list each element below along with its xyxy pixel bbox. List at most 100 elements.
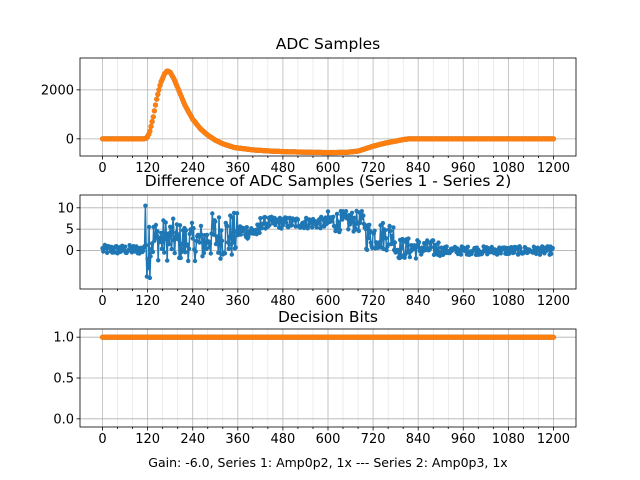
x-tick-label: 240 — [180, 294, 205, 309]
data-point — [348, 215, 353, 221]
y-tick-label: 0 — [66, 132, 74, 147]
panel-title-difference: Difference of ADC Samples (Series 1 - Se… — [145, 172, 512, 190]
x-tick-label: 120 — [135, 432, 160, 447]
data-point — [170, 225, 175, 230]
data-point — [192, 258, 198, 264]
data-point — [401, 239, 406, 245]
data-point — [550, 334, 557, 340]
data-point — [187, 231, 192, 237]
data-point — [150, 114, 156, 120]
data-point — [388, 228, 393, 234]
data-point — [234, 211, 240, 216]
x-tick-label: 1080 — [492, 294, 525, 309]
data-point — [337, 227, 343, 233]
data-point — [317, 221, 322, 226]
data-point — [178, 255, 183, 261]
data-point — [155, 91, 161, 97]
data-point — [226, 246, 231, 251]
data-point — [167, 242, 172, 247]
data-point — [364, 247, 370, 252]
data-point — [384, 248, 389, 253]
data-point — [213, 241, 219, 247]
x-tick-label: 360 — [225, 161, 250, 176]
data-point — [163, 220, 168, 225]
data-point — [122, 244, 128, 249]
data-point — [346, 227, 351, 232]
data-point — [336, 223, 341, 228]
data-point — [379, 233, 385, 239]
data-point — [512, 250, 517, 255]
data-point — [380, 220, 386, 226]
data-point — [197, 240, 202, 245]
x-tick-label: 120 — [135, 294, 160, 309]
y-tick-label: 0.5 — [53, 372, 74, 387]
panel-title-decision-bits: Decision Bits — [278, 308, 378, 326]
data-point — [366, 236, 371, 241]
data-point — [544, 248, 549, 253]
data-point — [175, 237, 180, 242]
x-tick-label: 480 — [270, 432, 295, 447]
data-point — [165, 258, 170, 263]
data-point — [413, 256, 419, 261]
data-point — [169, 246, 174, 252]
y-axis-ticks: 0 2000 — [41, 83, 80, 147]
data-point — [361, 213, 366, 218]
data-point — [176, 232, 181, 237]
data-point — [148, 123, 154, 129]
figure-caption: Gain: -6.0, Series 1: Amp0p2, 1x --- Ser… — [148, 455, 507, 470]
data-point — [434, 246, 440, 252]
data-point — [171, 238, 177, 243]
data-point — [210, 211, 215, 216]
series-2 — [99, 68, 557, 156]
data-point — [143, 203, 148, 208]
data-point — [391, 225, 396, 230]
data-point — [498, 251, 503, 256]
data-point — [436, 240, 441, 245]
x-tick-label: 720 — [361, 432, 386, 447]
data-point — [258, 216, 263, 221]
x-tick-label: 600 — [316, 294, 341, 309]
data-point — [151, 108, 157, 114]
data-point — [534, 251, 539, 256]
data-point — [368, 240, 373, 245]
data-point — [458, 252, 464, 257]
panel-title-adc-samples: ADC Samples — [276, 35, 380, 53]
data-point — [231, 240, 236, 245]
data-point — [335, 219, 340, 224]
data-point — [515, 252, 521, 257]
data-point — [402, 255, 407, 260]
data-point — [382, 228, 388, 233]
data-point — [208, 251, 213, 256]
data-point — [407, 254, 413, 260]
data-point — [183, 250, 188, 255]
data-point — [198, 223, 204, 229]
data-point — [234, 229, 239, 234]
y-tick-label: 2000 — [41, 83, 74, 98]
data-point — [377, 239, 383, 245]
data-point — [186, 246, 192, 251]
data-point — [550, 245, 555, 251]
data-point — [145, 256, 150, 262]
x-tick-label: 360 — [225, 294, 250, 309]
data-marks — [99, 68, 557, 156]
y-tick-label: 1.0 — [53, 331, 74, 346]
x-axis-ticks: 0 120 240 360 480 600 720 840 960 1080 1200 — [98, 427, 570, 447]
x-tick-label: 360 — [225, 432, 250, 447]
data-point — [147, 128, 153, 134]
data-point — [149, 119, 155, 125]
data-point — [318, 226, 323, 231]
data-point — [219, 238, 225, 243]
x-tick-label: 1200 — [537, 432, 570, 447]
data-point — [358, 216, 364, 221]
data-point — [267, 223, 272, 228]
data-point — [244, 225, 249, 230]
data-point — [352, 215, 357, 220]
data-point — [367, 222, 372, 227]
data-point — [518, 246, 523, 251]
x-tick-label: 0 — [98, 161, 106, 176]
data-point — [550, 136, 557, 142]
data-point — [147, 275, 153, 281]
data-point — [361, 221, 367, 227]
panel-decision-bits: Decision Bits 0 120 240 360 480 600 720 840 960 1… — [53, 308, 577, 447]
